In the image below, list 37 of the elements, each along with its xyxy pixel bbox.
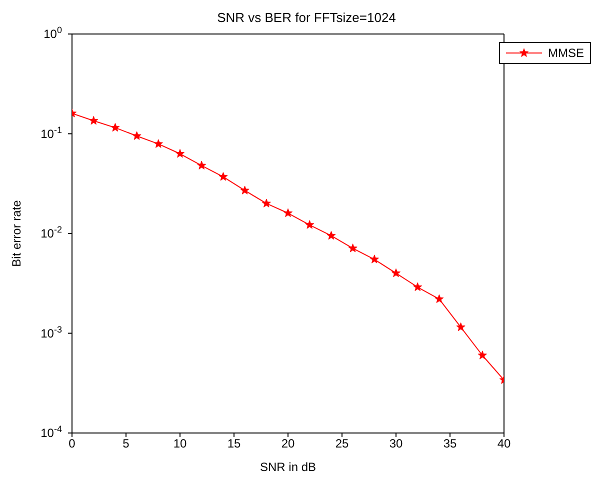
x-tick-label: 15	[227, 436, 241, 451]
y-tick-label: 10$^{-4}$	[40, 424, 62, 440]
point	[132, 131, 142, 140]
x-tick-label: 40	[497, 436, 511, 451]
point	[305, 220, 314, 229]
point	[262, 198, 271, 208]
point	[456, 322, 466, 332]
point	[89, 116, 98, 125]
point	[413, 282, 422, 292]
x-tick-label: 5	[122, 436, 130, 451]
y-tick-label: 10$^{-3}$	[40, 324, 62, 340]
chart-title: SNR vs BER for FFTsize=1024	[216, 10, 397, 25]
point	[326, 230, 336, 240]
point	[154, 139, 163, 148]
y-tick-label: 10$^{0}$	[44, 25, 62, 41]
point	[283, 208, 293, 218]
x-tick-label: 10	[173, 436, 187, 451]
point	[240, 186, 250, 194]
point	[348, 244, 358, 252]
point	[370, 254, 379, 264]
y-tick-label: 10$^{-1}$	[40, 124, 62, 141]
point	[391, 268, 401, 278]
x-tick-label: 0	[68, 436, 76, 451]
point	[434, 294, 444, 303]
x-tick-label: 20	[281, 436, 295, 451]
point	[218, 172, 228, 181]
x-tick-label: 30	[389, 436, 403, 451]
point	[478, 350, 487, 360]
x-tick-label: 25	[335, 436, 349, 451]
point	[110, 122, 120, 132]
point	[175, 149, 185, 158]
point	[197, 160, 206, 170]
y-tick-label: 10$^{-2}$	[40, 224, 62, 240]
legend-label: MMSE	[548, 46, 584, 60]
y-axis-title: Bit error rate	[9, 200, 24, 267]
x-axis-title: SNR in dB	[260, 460, 316, 474]
x-tick-label: 35	[443, 436, 457, 451]
